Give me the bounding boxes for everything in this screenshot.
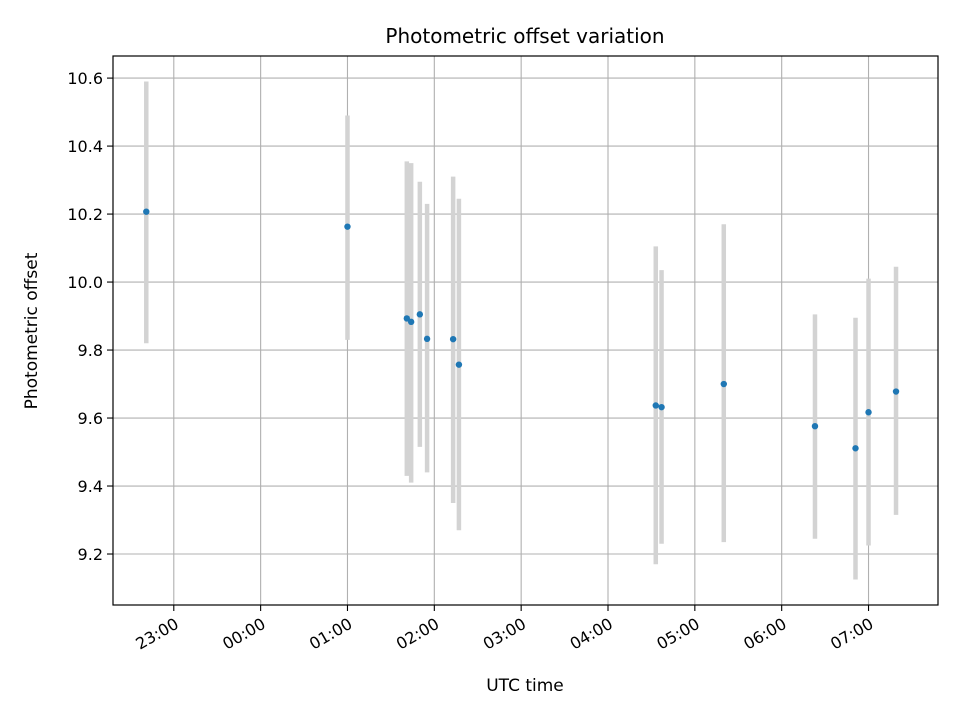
data-point	[449, 335, 457, 343]
y-tick-label: 10.4	[67, 137, 103, 156]
y-axis-title: Photometric offset	[22, 252, 42, 409]
y-tick-label: 9.4	[78, 477, 103, 496]
y-tick-label: 9.2	[78, 545, 103, 564]
y-tick-label: 10.2	[67, 205, 103, 224]
data-point	[865, 409, 872, 416]
data-point	[403, 315, 411, 322]
chart-title: Photometric offset variation	[385, 24, 664, 48]
grid-lines	[113, 56, 938, 605]
y-tick-label: 10.0	[67, 273, 103, 292]
x-axis-title: UTC time	[486, 676, 564, 696]
data-point	[344, 223, 351, 230]
data-point	[423, 335, 431, 343]
data-point	[455, 361, 463, 368]
data-point	[892, 388, 900, 395]
data-points	[143, 208, 900, 452]
data-point	[811, 422, 819, 430]
y-tick-label: 9.8	[78, 341, 103, 360]
data-point	[852, 445, 859, 452]
data-point	[416, 311, 424, 318]
data-point	[720, 380, 727, 388]
data-point	[143, 208, 150, 215]
plot-frame	[112, 55, 939, 606]
data-point	[407, 318, 415, 326]
y-axis: 9.2 9.4 9.6 9.8 10.0 10.2 10.4 10.6	[67, 69, 113, 564]
y-tick-label: 9.6	[78, 409, 103, 428]
plot-area	[113, 56, 938, 605]
data-point	[652, 402, 659, 409]
y-tick-label: 10.6	[67, 69, 103, 88]
data-point	[658, 403, 665, 411]
